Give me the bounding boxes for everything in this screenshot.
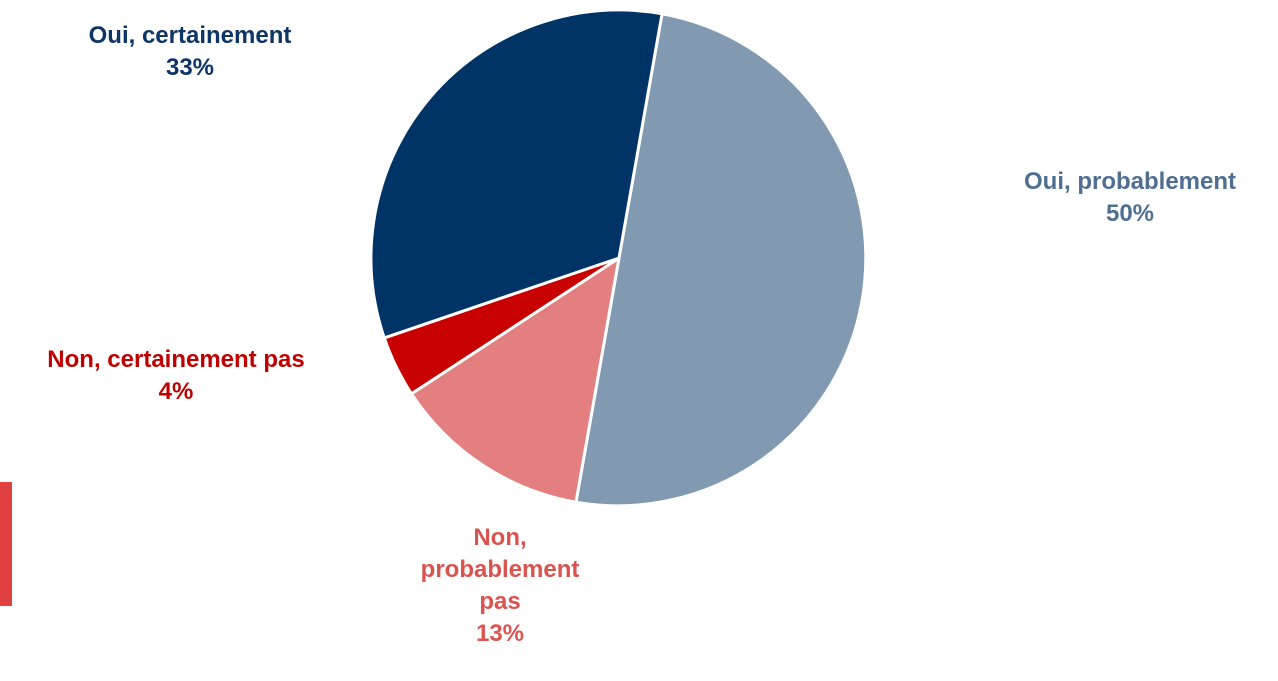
slice-label-name: Non, certainement pas [47,346,305,373]
slice-label-percent: 13% [475,620,525,647]
edge-accent-bar [0,482,12,606]
slice-label-non-certainement-pas: Non, certainement pas 4% [6,344,346,408]
slice-label-name: Oui, probablement [1023,168,1236,195]
slice-label-oui-probablement: Oui, probablement 50% [980,166,1278,230]
pie-slice-non-probablement-pas [409,256,621,504]
slice-label-name: Oui, certainement [88,22,292,49]
pie-slices [369,8,868,508]
slice-label-name: Non, probablement pas [420,524,580,615]
slice-label-percent: 50% [1105,200,1155,227]
slice-label-percent: 4% [158,378,194,405]
slice-label-percent: 33% [165,54,215,81]
pie-slice-oui-probablement [574,12,868,508]
pie-slice-oui-certainement [369,8,664,340]
slice-label-oui-certainement: Oui, certainement 33% [40,20,340,84]
slice-label-non-probablement-pas: Non, probablement pas 13% [400,522,600,650]
